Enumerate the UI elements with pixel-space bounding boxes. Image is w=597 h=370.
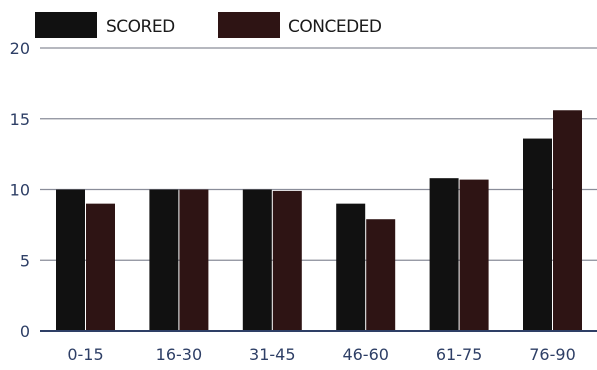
bar-conceded-61-75 [459, 179, 489, 331]
bar-conceded-16-30 [179, 189, 209, 331]
legend-swatch-scored [35, 12, 97, 38]
y-axis-ticks: 0 5 10 15 20 [10, 39, 30, 341]
gridlines [40, 47, 597, 261]
x-tick-label: 16-30 [156, 345, 203, 364]
bar-scored-61-75 [429, 178, 459, 331]
x-tick-label: 31-45 [249, 345, 296, 364]
y-tick-label: 0 [20, 322, 30, 341]
legend-label-scored: SCORED [106, 17, 175, 37]
bar-conceded-0-15 [86, 203, 115, 331]
y-tick-label: 10 [10, 181, 30, 200]
bar-scored-31-45 [242, 189, 272, 331]
y-tick-label: 15 [10, 110, 30, 129]
x-tick-label: 76-90 [529, 345, 576, 364]
y-tick-label: 5 [20, 251, 30, 270]
bar-conceded-76-90 [553, 110, 582, 331]
bars [56, 110, 582, 331]
bar-scored-0-15 [56, 189, 85, 331]
legend-label-conceded: CONCEDED [288, 17, 382, 37]
legend: SCORED CONCEDED [35, 12, 382, 38]
bar-scored-76-90 [523, 138, 552, 331]
x-tick-label: 46-60 [342, 345, 389, 364]
x-tick-label: 0-15 [67, 345, 103, 364]
x-tick-label: 61-75 [436, 345, 483, 364]
bar-scored-46-60 [336, 203, 366, 331]
bar-conceded-46-60 [366, 219, 396, 331]
legend-swatch-conceded [218, 12, 280, 38]
y-tick-label: 20 [10, 39, 30, 58]
bar-conceded-31-45 [272, 190, 302, 331]
bar-scored-16-30 [149, 189, 179, 331]
x-axis-labels: 0-15 16-30 31-45 46-60 61-75 76-90 [67, 345, 575, 364]
